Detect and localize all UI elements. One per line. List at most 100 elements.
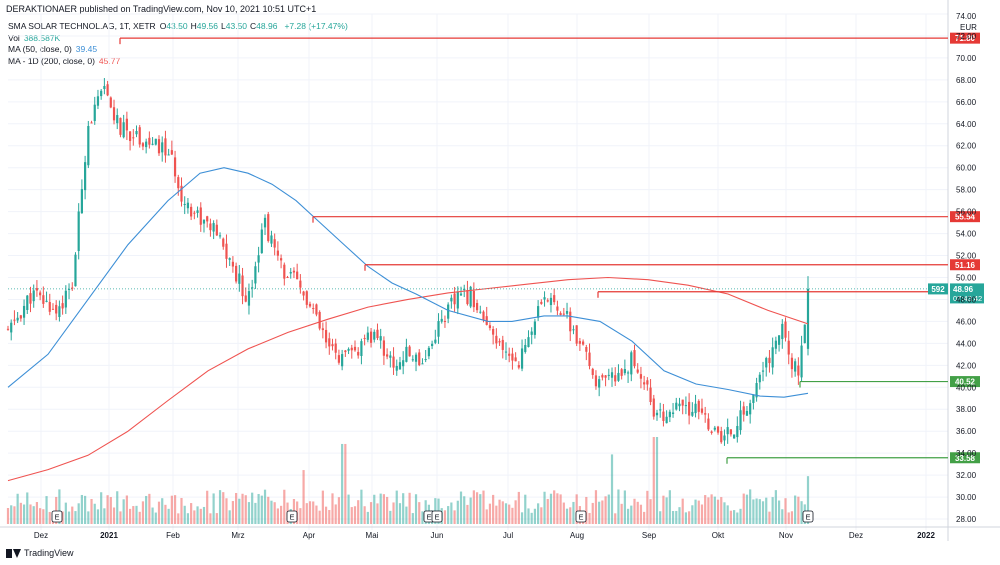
volume-bar [19, 502, 22, 524]
candle-body [774, 340, 777, 349]
ma200-value: 45.77 [98, 55, 121, 66]
candle-body [806, 288, 810, 349]
candle-body [308, 303, 312, 307]
candle-body [341, 354, 344, 367]
candle-body [267, 214, 270, 241]
volume-bar [45, 496, 48, 524]
candle-body [508, 353, 511, 356]
candle-body [328, 338, 331, 347]
candle-body [55, 304, 58, 314]
volume-bar [646, 490, 649, 524]
volume-bar [74, 511, 77, 524]
candle-body [103, 86, 106, 90]
legend-symbol-row: SMA SOLAR TECHNOL.AG, 1T, XETR O43.50 H49… [8, 21, 348, 33]
volume-bar [228, 510, 231, 524]
volume-bar [739, 508, 742, 524]
volume-bar [733, 510, 736, 524]
volume-bar [170, 495, 173, 524]
y-tick-label: 32.00 [956, 471, 977, 480]
candle-body [228, 258, 231, 260]
candle-body [453, 293, 456, 305]
y-tick-label: 38.00 [956, 405, 977, 414]
candle-body [742, 406, 745, 415]
candle-body [501, 339, 504, 350]
volume-bar [794, 495, 797, 524]
y-tick-label: 64.00 [956, 120, 977, 129]
earnings-marker[interactable] [286, 510, 298, 523]
candle-body [48, 301, 51, 312]
volume-bar [623, 490, 626, 524]
volume-bar [472, 490, 475, 524]
candle-body [601, 375, 604, 378]
candle-body [752, 394, 755, 404]
candle-body [697, 400, 700, 412]
volume-bar [238, 498, 241, 524]
volume-bar [752, 499, 755, 524]
level-tag [950, 452, 980, 464]
candle-body [93, 104, 96, 121]
candle-body [646, 380, 649, 385]
volume-bar [659, 511, 662, 524]
volume-bar [777, 500, 781, 524]
candle-body [357, 351, 360, 356]
chart-legend: SMA SOLAR TECHNOL.AG, 1T, XETR O43.50 H49… [8, 21, 348, 67]
y-tick-label: 42.00 [956, 361, 977, 370]
candle-body [212, 223, 215, 232]
candle-body [411, 359, 414, 361]
volume-bar [29, 504, 32, 524]
candle-body [173, 157, 177, 177]
y-tick-label: 62.00 [956, 142, 977, 151]
volume-bar [90, 498, 93, 524]
candle-body [626, 372, 630, 374]
volume-bar [475, 492, 479, 524]
volume-bar [55, 496, 58, 524]
candle-body [620, 369, 623, 376]
candle-body [283, 264, 286, 279]
volume-bar [572, 501, 575, 524]
candle-body [569, 311, 572, 332]
volume-bar [350, 507, 353, 524]
volume-bar [180, 497, 183, 524]
candle-body [90, 122, 93, 124]
volume-bar [26, 492, 29, 524]
level-tag-label: 55.54 [955, 213, 976, 222]
candle-body [296, 271, 299, 280]
volume-bar [206, 490, 209, 524]
candle-body [247, 291, 251, 306]
volume-bar [148, 493, 151, 524]
candle-body [353, 346, 357, 351]
volume-bar [421, 511, 424, 524]
volume-badge [928, 283, 948, 295]
volume-bar [373, 494, 376, 524]
volume-bar [466, 504, 469, 524]
candle-body [427, 347, 430, 357]
earnings-marker[interactable] [802, 510, 814, 523]
candle-body [707, 418, 710, 430]
candle-body [180, 185, 183, 202]
volume-bar [135, 505, 138, 524]
candle-body [492, 328, 495, 335]
earnings-marker[interactable] [51, 510, 63, 523]
volume-bar [514, 500, 517, 524]
ohlc-key: C [250, 21, 257, 31]
candle-body [215, 224, 218, 236]
level-tag [950, 376, 980, 388]
volume-bar [312, 501, 315, 524]
volume-bar [260, 495, 263, 524]
volume-bar [389, 510, 392, 524]
candle-body [495, 335, 498, 344]
volume-bar [716, 499, 720, 524]
y-tick-label: 52.00 [956, 252, 977, 261]
earnings-marker[interactable] [431, 510, 443, 523]
candle-body [437, 321, 440, 337]
volume-value: 388.587K [23, 32, 61, 43]
candle-body [784, 321, 787, 338]
volume-bar [408, 492, 411, 524]
volume-bar [649, 499, 652, 524]
earnings-marker[interactable] [575, 510, 587, 523]
volume-bar [392, 502, 395, 524]
ohlc-key: O [159, 21, 167, 31]
candle-body [549, 297, 553, 306]
x-tick-label: Sep [642, 531, 657, 540]
